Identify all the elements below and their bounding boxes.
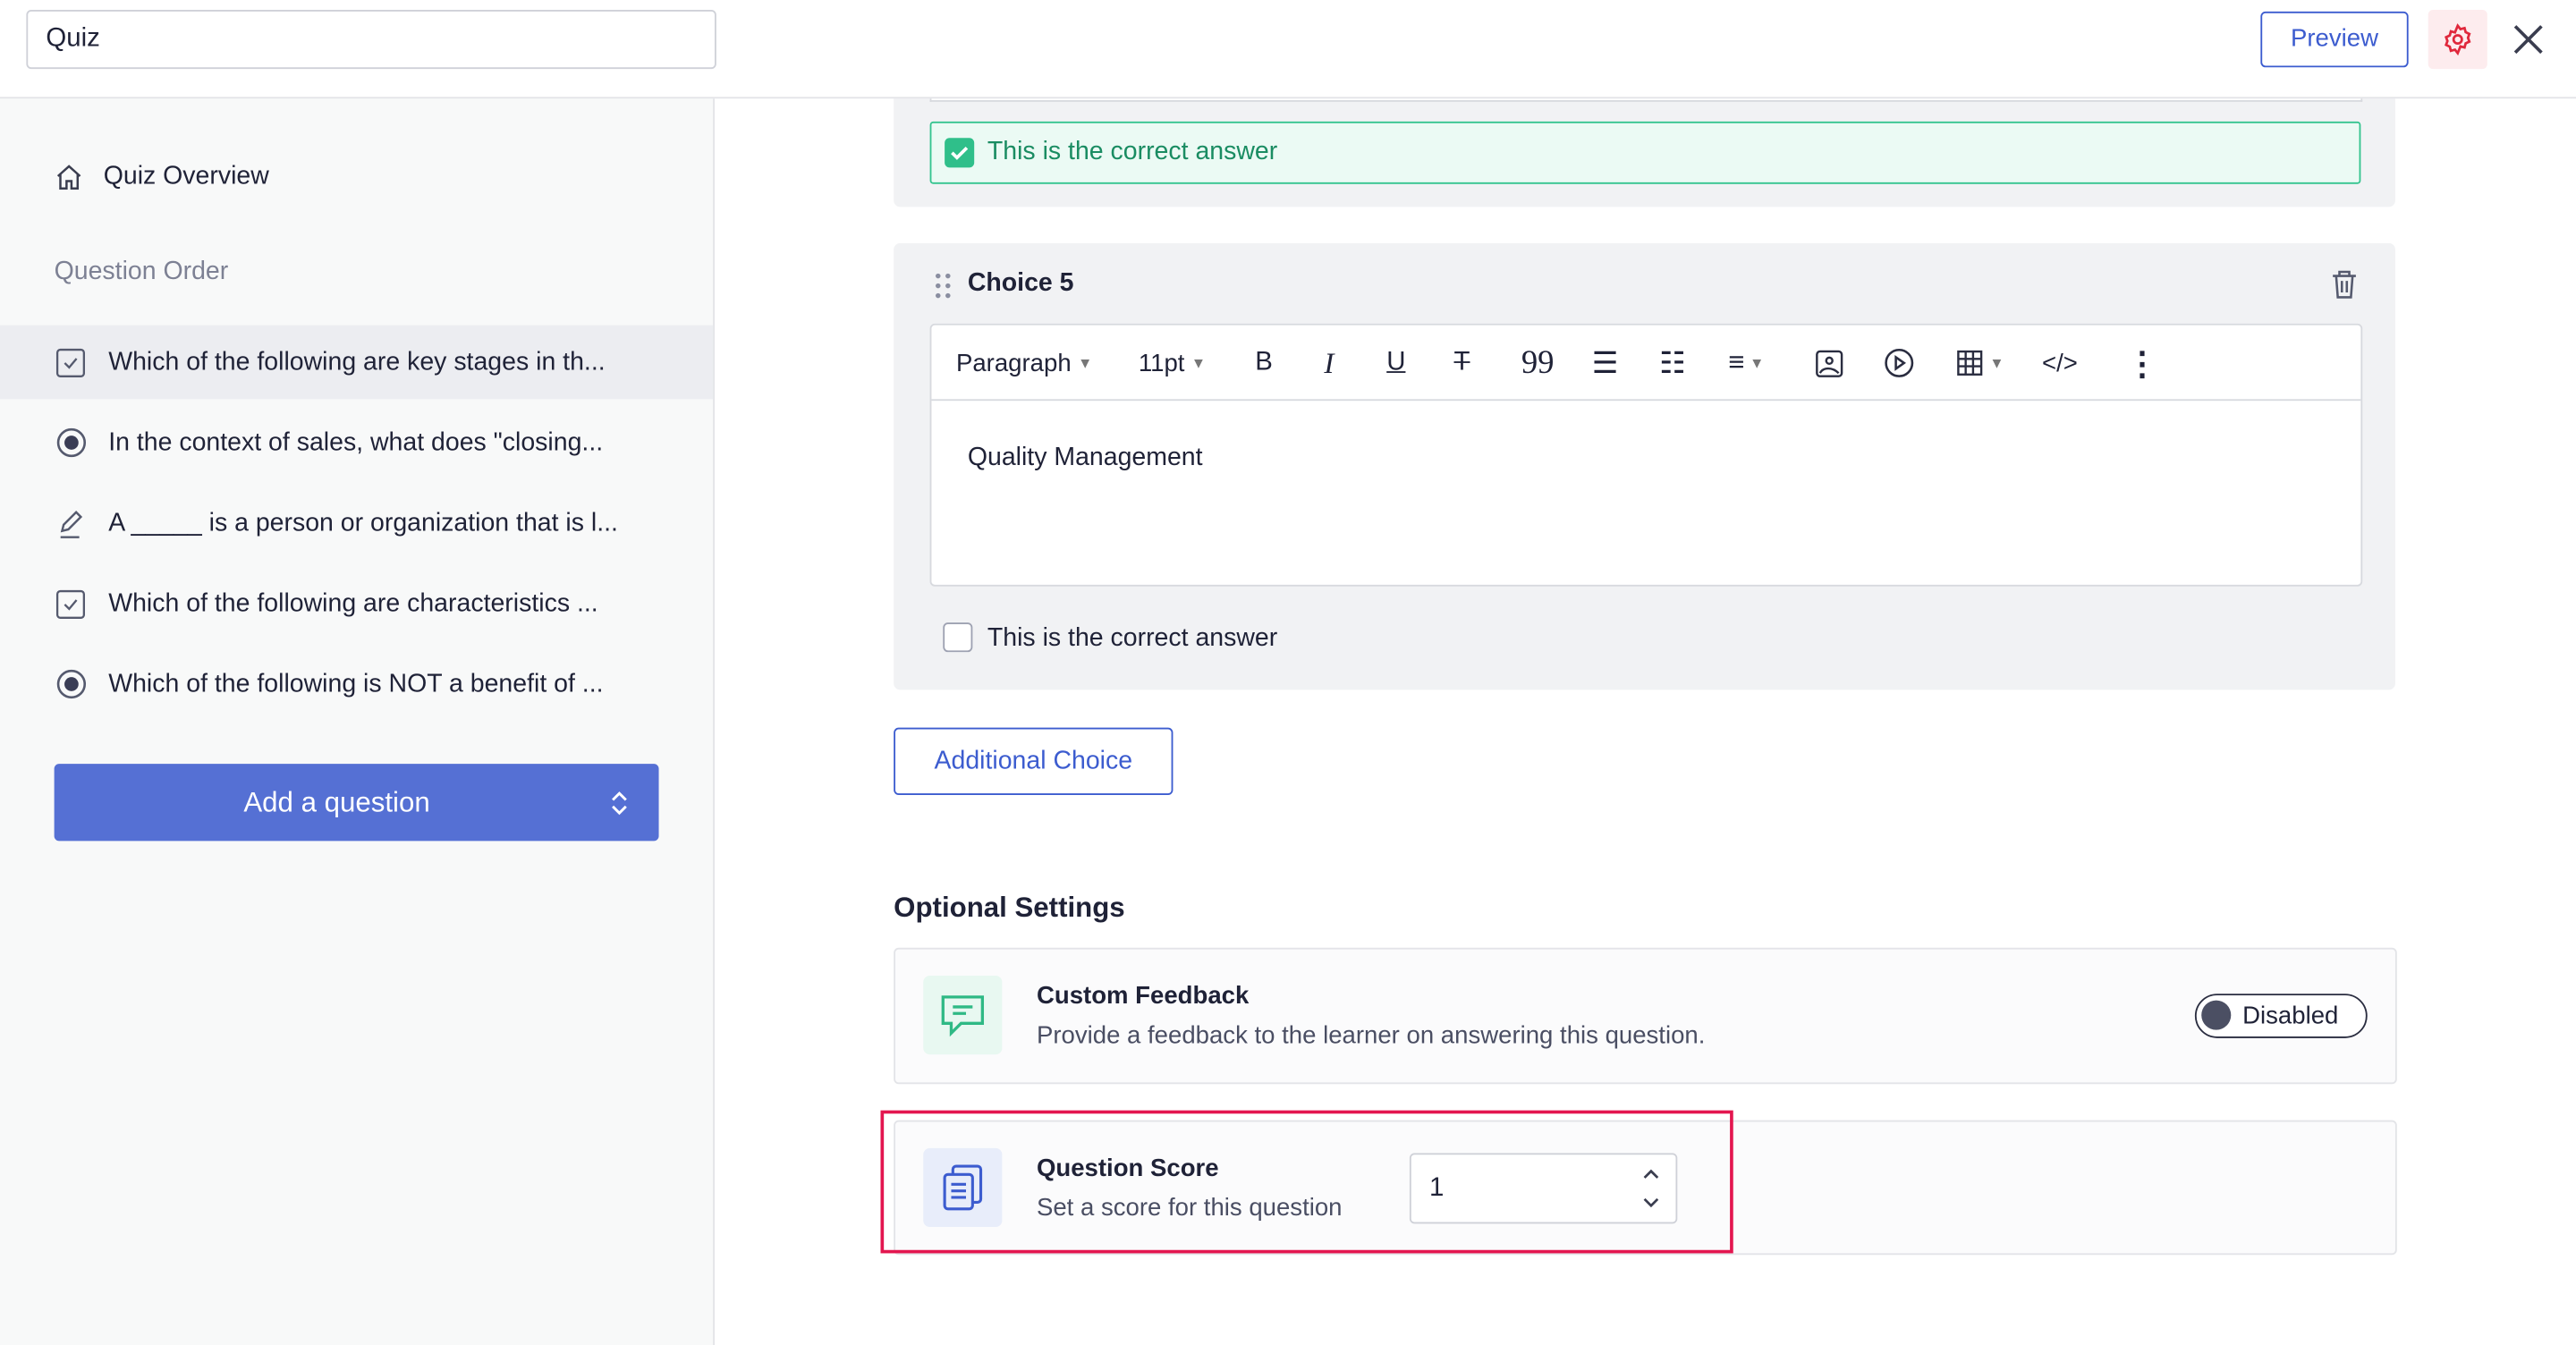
question-item[interactable]: Which of the following is NOT a benefit …	[0, 647, 713, 722]
toggle-label: Disabled	[2242, 1002, 2339, 1030]
radio-question-icon	[55, 669, 89, 700]
sidebar	[0, 98, 715, 1345]
image-icon[interactable]	[1816, 326, 1843, 401]
question-label: Which of the following is NOT a benefit …	[108, 669, 604, 698]
highlight-box	[880, 1110, 1733, 1254]
question-item[interactable]: Which of the following are characteristi…	[0, 567, 713, 641]
italic-icon[interactable]: I	[1324, 345, 1335, 379]
home-icon	[56, 165, 81, 190]
bold-icon[interactable]: B	[1255, 348, 1273, 376]
chat-bubble-icon	[941, 995, 985, 1037]
block-format-value: Paragraph	[955, 349, 1072, 377]
block-format-dropdown[interactable]: Paragraph ▼	[956, 326, 1092, 401]
choice-4-correct-answer[interactable]: This is the correct answer	[929, 121, 2361, 184]
caret-down-icon: ▼	[1191, 354, 1207, 372]
add-question-label: Add a question	[243, 786, 430, 818]
table-icon[interactable]: ▼	[1957, 326, 2004, 401]
optional-settings-heading: Optional Settings	[894, 892, 1125, 924]
checkbox-question-icon	[55, 347, 89, 377]
correct-answer-label: This is the correct answer	[987, 623, 1278, 653]
additional-choice-button[interactable]: Additional Choice	[894, 727, 1174, 795]
code-icon[interactable]: </>	[2042, 349, 2078, 377]
drag-handle-icon[interactable]	[935, 273, 951, 299]
question-label: A _____ is a person or organization that…	[108, 508, 618, 537]
custom-feedback-card	[894, 947, 2397, 1085]
question-item[interactable]: In the context of sales, what does "clos…	[0, 406, 713, 480]
question-label: Which of the following are characteristi…	[108, 588, 598, 617]
question-score-input[interactable]: 1	[1409, 1153, 1678, 1224]
checkbox-question-icon	[55, 588, 89, 619]
settings-button[interactable]	[2428, 10, 2487, 70]
question-order-heading: Question Order	[54, 258, 229, 286]
score-value: 1	[1428, 1174, 1445, 1203]
quote-icon[interactable]: 99	[1521, 343, 1555, 381]
quiz-overview-link[interactable]: Quiz Overview	[55, 163, 269, 192]
radio-question-icon	[55, 427, 89, 459]
question-item[interactable]: A _____ is a person or organization that…	[0, 486, 713, 561]
font-size-dropdown[interactable]: 11pt ▼	[1139, 326, 1206, 401]
custom-feedback-description: Provide a feedback to the learner on ans…	[1036, 1021, 1706, 1050]
correct-answer-label: This is the correct answer	[987, 138, 1278, 166]
stepper-down-icon[interactable]	[1641, 1194, 1661, 1210]
choice-content[interactable]: Quality Management	[967, 443, 1203, 472]
more-options-icon[interactable]: ⋮	[2125, 345, 2159, 383]
question-item[interactable]: Which of the following are key stages in…	[0, 325, 714, 400]
video-icon[interactable]	[1885, 326, 1914, 401]
custom-feedback-toggle[interactable]: Disabled	[2194, 994, 2368, 1038]
quiz-title-input[interactable]: Quiz	[26, 10, 716, 70]
gear-icon	[2445, 23, 2471, 56]
clipboard-icon	[943, 1164, 983, 1211]
stepper-up-icon[interactable]	[1641, 1166, 1661, 1182]
feedback-icon-box	[923, 976, 1003, 1055]
font-size-value: 11pt	[1138, 349, 1185, 377]
numbered-list-icon[interactable]: ☷	[1659, 345, 1686, 379]
align-icon[interactable]: ≡ ▼	[1728, 346, 1765, 378]
rich-text-editor[interactable]: Paragraph ▼ 11pt ▼ B I U T 99 ☰ ☷ ≡ ▼ ▼ </>…	[929, 323, 2363, 587]
toolbar-divider	[931, 399, 2361, 402]
choice-title: Choice 5	[967, 269, 1074, 298]
add-question-button[interactable]: Add a question	[54, 764, 659, 842]
caret-down-icon: ▼	[1078, 354, 1093, 372]
custom-feedback-title: Custom Feedback	[1036, 982, 1250, 1011]
strikethrough-icon[interactable]: T	[1453, 348, 1470, 376]
underline-icon[interactable]: U	[1386, 348, 1406, 376]
close-icon[interactable]	[2509, 20, 2548, 59]
trash-icon[interactable]	[2331, 269, 2357, 299]
quiz-overview-label: Quiz Overview	[103, 162, 269, 191]
correct-answer-checkbox[interactable]	[943, 622, 973, 653]
bullet-list-icon[interactable]: ☰	[1591, 345, 1619, 379]
question-score-description: Set a score for this question	[1036, 1194, 1343, 1222]
chevron-up-down-icon[interactable]	[609, 790, 629, 816]
preview-button[interactable]: Preview	[2260, 11, 2409, 68]
toggle-knob	[2201, 1000, 2232, 1030]
score-icon-box	[923, 1147, 1003, 1228]
question-score-title: Question Score	[1036, 1155, 1219, 1183]
question-label: In the context of sales, what does "clos…	[108, 427, 604, 456]
question-label: Which of the following are key stages in…	[108, 347, 606, 376]
correct-checkbox-checked[interactable]	[945, 138, 975, 168]
pencil-icon	[55, 508, 89, 539]
